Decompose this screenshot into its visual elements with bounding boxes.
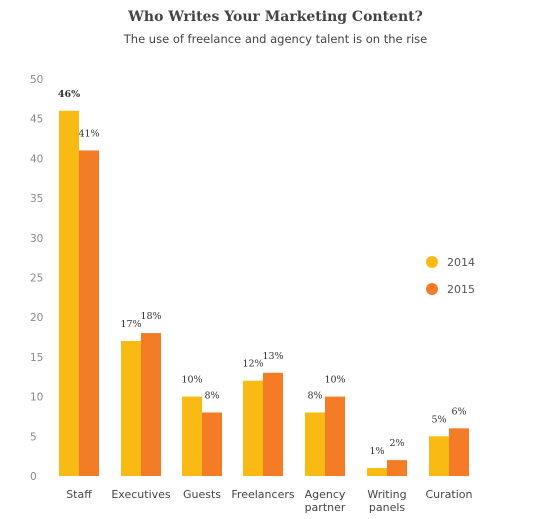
bar-2014-5 [367,468,387,476]
data-label: 1% [369,446,384,457]
data-label: 8% [204,390,219,401]
bar-2014-6 [429,436,449,476]
y-tick-label: 15 [30,352,43,364]
bar-2015-6 [449,428,469,476]
data-label: 18% [140,311,161,322]
data-label: 8% [307,390,322,401]
x-category-label: Guests [183,488,221,501]
chart-subtitle: The use of freelance and agency talent i… [123,32,428,46]
y-tick-label: 50 [30,74,43,86]
data-label: 17% [120,319,141,330]
bar-2015-4 [325,396,345,476]
data-label: 10% [324,375,345,386]
bar-2014-1 [121,341,141,476]
x-category-label: Writing panels [367,488,406,514]
y-axis: 0 5 10 15 20 25 30 35 40 45 50 [30,74,43,483]
bar-2015-5 [387,460,407,476]
y-tick-label: 20 [30,312,43,324]
x-category-label: Staff [66,488,92,501]
legend-label-2015: 2015 [447,283,475,296]
data-labels: 46% 17% 10% 12% 8% 1% 5% 41% 18% 8% 13% 10% 2% 6% [58,89,467,457]
bar-2015-0 [79,150,99,476]
bar-2015-1 [141,333,161,476]
y-tick-label: 40 [30,153,43,165]
bar-2014-3 [243,380,263,476]
data-label: 46% [58,89,80,100]
bar-2015-2 [202,412,222,476]
x-category-label: Curation [426,488,473,501]
bar-2014-2 [182,396,202,476]
y-tick-label: 35 [30,193,43,205]
y-tick-label: 45 [30,114,43,126]
legend-label-2014: 2014 [447,256,475,269]
y-tick-label: 30 [30,233,43,245]
data-label: 10% [181,375,202,386]
data-label: 2% [389,438,404,449]
legend-swatch-2014 [426,256,438,268]
legend-swatch-2015 [426,283,438,295]
x-category-label: Agency partner [305,488,346,514]
y-tick-label: 10 [30,392,43,404]
y-tick-label: 0 [30,471,37,483]
data-label: 41% [78,128,99,139]
x-axis: Staff Executives Guests Freelancers Agency pa… [66,488,472,514]
data-label: 12% [242,359,263,370]
x-category-label: Freelancers [231,488,294,501]
bar-2014-4 [305,412,325,476]
y-tick-label: 25 [30,273,43,285]
bars [59,110,469,476]
legend: 2014 2015 [426,256,475,296]
chart-title: Who Writes Your Marketing Content? [128,9,423,25]
data-label: 5% [431,414,446,425]
x-category-label: Executives [111,488,171,501]
data-label: 13% [262,351,283,362]
bar-2014-0 [59,110,79,476]
bar-2015-3 [263,372,283,476]
y-tick-label: 5 [30,431,37,443]
data-label: 6% [451,406,466,417]
